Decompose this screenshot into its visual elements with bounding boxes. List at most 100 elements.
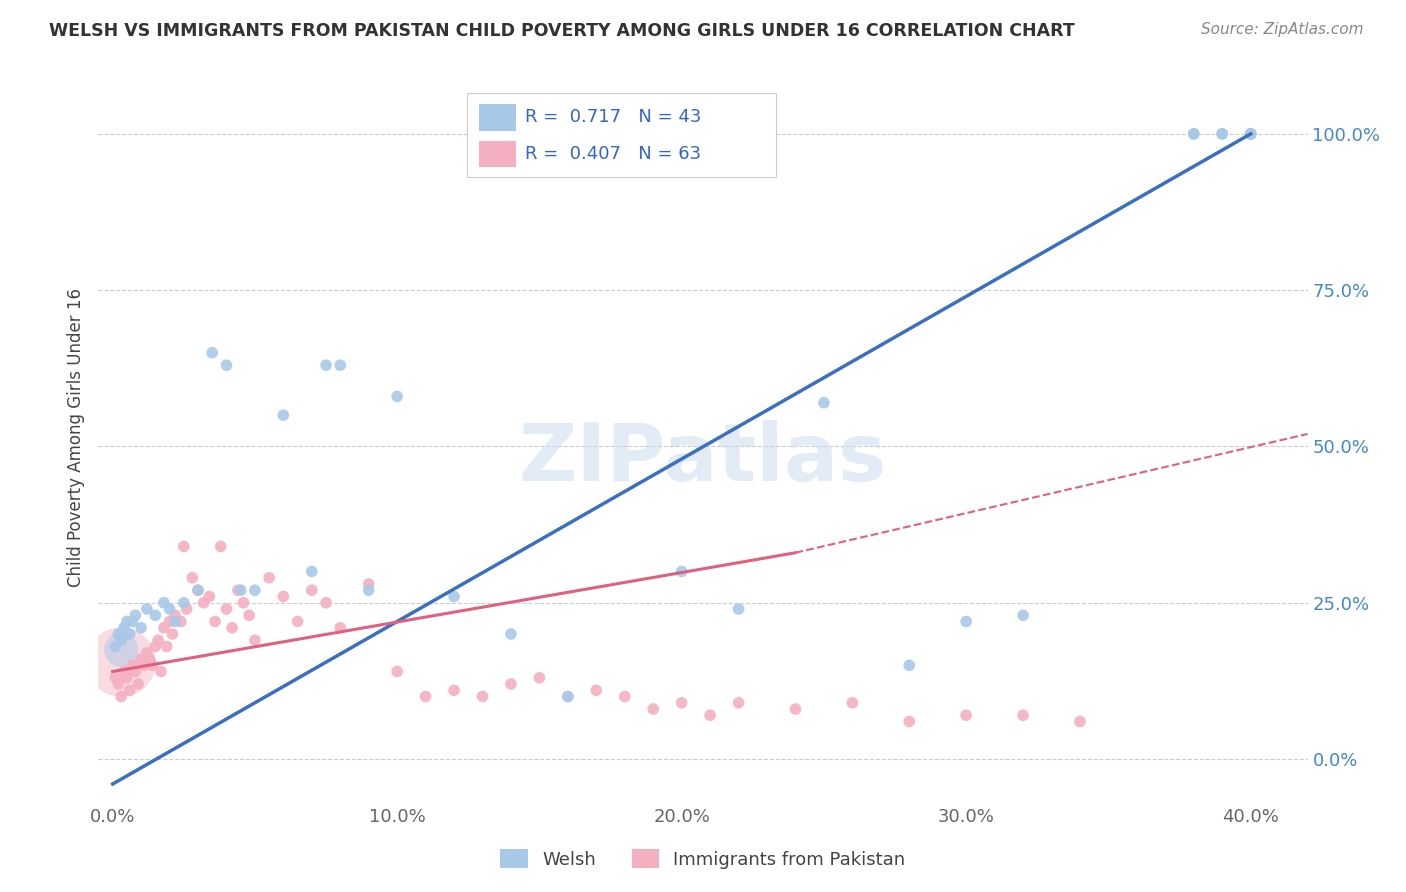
Point xyxy=(193,596,215,610)
Point xyxy=(1240,127,1263,141)
Point xyxy=(243,583,266,598)
Point xyxy=(181,571,204,585)
Point xyxy=(121,658,143,673)
Text: R =  0.407   N = 63: R = 0.407 N = 63 xyxy=(526,145,702,163)
Point xyxy=(443,590,465,604)
Point xyxy=(129,621,152,635)
Point xyxy=(229,583,252,598)
Point xyxy=(1012,608,1035,623)
Point xyxy=(315,358,337,372)
Text: ZIPatlas: ZIPatlas xyxy=(519,420,887,498)
FancyBboxPatch shape xyxy=(467,94,776,178)
Point xyxy=(329,358,352,372)
Point xyxy=(471,690,494,704)
Point xyxy=(301,583,323,598)
Point xyxy=(238,608,260,623)
Point xyxy=(955,615,977,629)
Point xyxy=(187,583,209,598)
Point xyxy=(209,540,232,554)
Point xyxy=(1211,127,1233,141)
Point xyxy=(146,633,169,648)
Point xyxy=(215,602,238,616)
Point xyxy=(104,671,127,685)
Point xyxy=(813,395,835,409)
Point xyxy=(170,615,193,629)
Point xyxy=(785,702,807,716)
Point xyxy=(165,608,187,623)
Point xyxy=(112,665,135,679)
Legend: Welsh, Immigrants from Pakistan: Welsh, Immigrants from Pakistan xyxy=(494,842,912,876)
Point xyxy=(112,621,135,635)
Point xyxy=(671,565,693,579)
Point xyxy=(1182,127,1205,141)
Point xyxy=(153,596,176,610)
Point xyxy=(529,671,551,685)
Point xyxy=(118,627,141,641)
Point xyxy=(727,696,749,710)
Point xyxy=(124,608,146,623)
Point xyxy=(104,640,127,654)
Point xyxy=(221,621,243,635)
Point xyxy=(110,642,132,657)
Point xyxy=(162,627,184,641)
Point xyxy=(585,683,607,698)
Point xyxy=(329,621,352,635)
Point xyxy=(176,602,198,616)
Point xyxy=(357,577,380,591)
Point xyxy=(110,655,132,669)
Point xyxy=(135,646,157,660)
Point xyxy=(115,671,138,685)
Point xyxy=(159,615,181,629)
Point xyxy=(499,677,522,691)
Y-axis label: Child Poverty Among Girls Under 16: Child Poverty Among Girls Under 16 xyxy=(66,287,84,587)
Point xyxy=(699,708,721,723)
Text: WELSH VS IMMIGRANTS FROM PAKISTAN CHILD POVERTY AMONG GIRLS UNDER 16 CORRELATION: WELSH VS IMMIGRANTS FROM PAKISTAN CHILD … xyxy=(49,22,1076,40)
Point xyxy=(287,615,309,629)
Point xyxy=(143,608,166,623)
Point xyxy=(153,621,176,635)
Point xyxy=(1012,708,1035,723)
Point xyxy=(841,696,863,710)
Point xyxy=(226,583,249,598)
Point xyxy=(1069,714,1091,729)
Point xyxy=(671,696,693,710)
Point xyxy=(613,690,636,704)
Point xyxy=(898,658,921,673)
Point xyxy=(124,665,146,679)
Point xyxy=(1240,127,1263,141)
Point xyxy=(1211,127,1233,141)
Point xyxy=(499,627,522,641)
Point xyxy=(232,596,254,610)
Point xyxy=(150,665,173,679)
Point xyxy=(173,596,195,610)
Point xyxy=(301,565,323,579)
Point xyxy=(159,602,181,616)
Point xyxy=(727,602,749,616)
Point xyxy=(135,602,157,616)
Point xyxy=(643,702,665,716)
Point xyxy=(110,633,132,648)
Point xyxy=(143,640,166,654)
Point xyxy=(201,345,224,359)
Point xyxy=(315,596,337,610)
Point xyxy=(132,658,155,673)
Point xyxy=(1182,127,1205,141)
Point xyxy=(257,571,280,585)
Point xyxy=(443,683,465,698)
Point xyxy=(215,358,238,372)
Point xyxy=(156,640,179,654)
Point xyxy=(107,627,129,641)
Point xyxy=(107,677,129,691)
Point xyxy=(204,615,226,629)
Point xyxy=(1240,127,1263,141)
Point xyxy=(141,658,163,673)
Point xyxy=(118,683,141,698)
Point xyxy=(557,690,579,704)
Text: R =  0.717   N = 43: R = 0.717 N = 43 xyxy=(526,109,702,127)
Point xyxy=(121,615,143,629)
Point xyxy=(385,665,408,679)
Point xyxy=(243,633,266,648)
FancyBboxPatch shape xyxy=(479,104,516,130)
Point xyxy=(273,408,295,422)
Text: Source: ZipAtlas.com: Source: ZipAtlas.com xyxy=(1201,22,1364,37)
